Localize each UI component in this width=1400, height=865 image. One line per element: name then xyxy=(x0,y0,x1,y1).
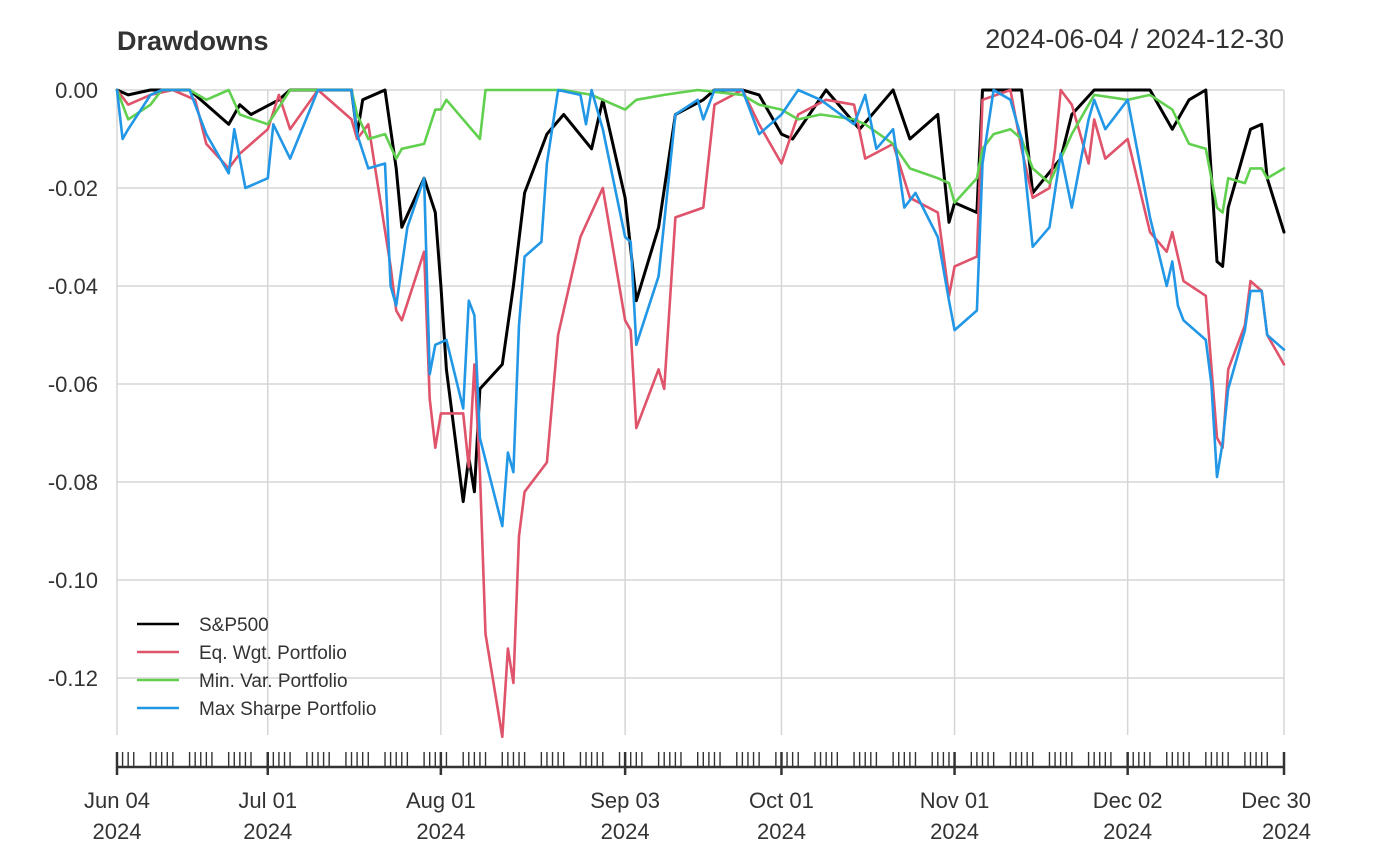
legend-label-min-var-portfolio: Min. Var. Portfolio xyxy=(199,671,348,692)
y-tick-label: -0.10 xyxy=(48,568,98,593)
series-line-max-sharpe-portfolio xyxy=(115,88,1286,528)
y-tick-label: -0.04 xyxy=(48,274,98,299)
x-tick-label: Aug 01 xyxy=(406,788,476,813)
x-tick-year-label: 2024 xyxy=(243,819,292,844)
x-tick-label: Nov 01 xyxy=(920,788,990,813)
x-tick-year-label: 2024 xyxy=(757,819,806,844)
x-tick-label: Sep 03 xyxy=(590,788,660,813)
x-tick-year-label: 2024 xyxy=(1262,819,1311,844)
legend-label-s-p500: S&P500 xyxy=(199,615,269,636)
x-tick-label: Jul 01 xyxy=(238,788,297,813)
x-tick-year-label: 2024 xyxy=(93,819,142,844)
x-axis: Jun 04 2024 Jul 01 2024 Aug 01 2024 Sep 03 2024… xyxy=(84,752,1311,844)
series-line-min-var-portfolio xyxy=(115,88,1286,214)
series-lines xyxy=(115,88,1286,739)
legend: S&P500 Eq. Wgt. Portfolio Min. Var. Portfo… xyxy=(137,615,376,720)
y-tick-label: -0.06 xyxy=(48,372,98,397)
legend-label-max-sharpe-portfolio: Max Sharpe Portfolio xyxy=(199,699,376,720)
series-line-eq-wgt-portfolio xyxy=(115,88,1286,739)
chart-date-range: 2024-06-04 / 2024-12-30 xyxy=(985,24,1284,54)
x-tick-year-label: 2024 xyxy=(930,819,979,844)
x-tick-year-label: 2024 xyxy=(1103,819,1152,844)
grid-lines xyxy=(116,89,1285,735)
x-tick-year-label: 2024 xyxy=(601,819,650,844)
y-tick-label: -0.08 xyxy=(48,470,98,495)
x-tick-label: Dec 02 xyxy=(1093,788,1163,813)
x-tick-label: Oct 01 xyxy=(749,788,814,813)
y-tick-label: -0.12 xyxy=(48,666,98,691)
x-tick-label: Jun 04 xyxy=(84,788,150,813)
chart-title: Drawdowns xyxy=(117,26,269,56)
legend-label-eq-wgt-portfolio: Eq. Wgt. Portfolio xyxy=(199,643,347,664)
x-minor-ticks xyxy=(116,752,1285,767)
x-tick-year-label: 2024 xyxy=(416,819,465,844)
y-tick-label: -0.02 xyxy=(48,176,98,201)
x-tick-label: Dec 30 xyxy=(1241,788,1311,813)
y-axis-tick-labels: 0.00 -0.02 -0.04 -0.06 -0.08 -0.10 -0.12 xyxy=(48,78,98,691)
y-tick-label: 0.00 xyxy=(55,78,98,103)
